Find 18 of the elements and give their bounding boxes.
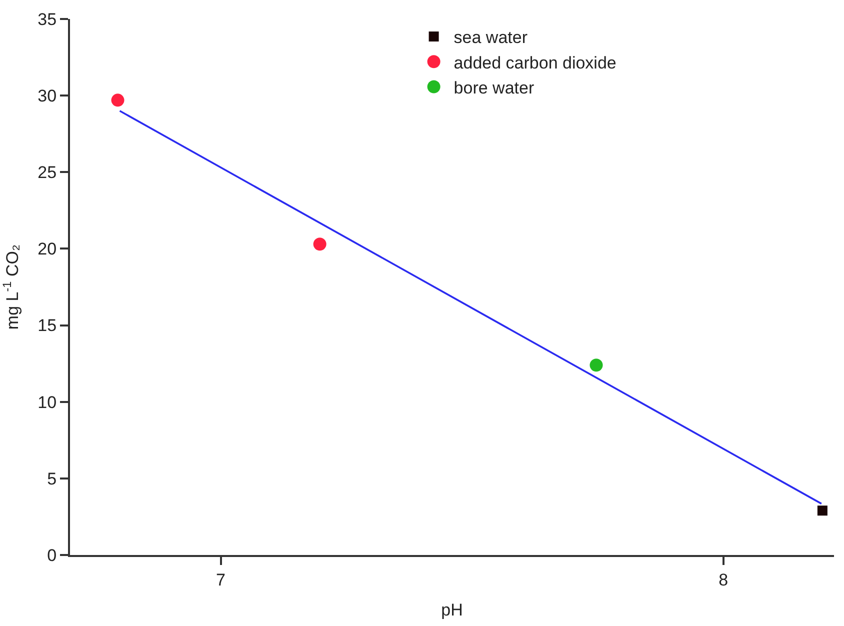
y-tick-label: 10 [38, 392, 57, 412]
y-tick-label: 5 [47, 469, 57, 488]
x-axis-title: pH [441, 600, 463, 620]
y-tick-label: 30 [38, 86, 57, 106]
legend-label: bore water [454, 78, 534, 98]
legend-label: sea water [454, 28, 528, 48]
point [111, 94, 124, 107]
y-tick-label: 25 [38, 163, 57, 182]
point [817, 506, 828, 516]
point [590, 358, 603, 372]
y-tick-label: 15 [38, 316, 57, 336]
y-tick-label: 20 [38, 240, 57, 259]
y-tick-label: 0 [47, 546, 57, 565]
point [313, 238, 326, 251]
legend-label: added carbon dioxide [454, 53, 616, 72]
x-tick-label: 7 [216, 570, 226, 590]
y-tick-label: 35 [38, 10, 57, 29]
x-tick-label: 8 [718, 570, 728, 590]
